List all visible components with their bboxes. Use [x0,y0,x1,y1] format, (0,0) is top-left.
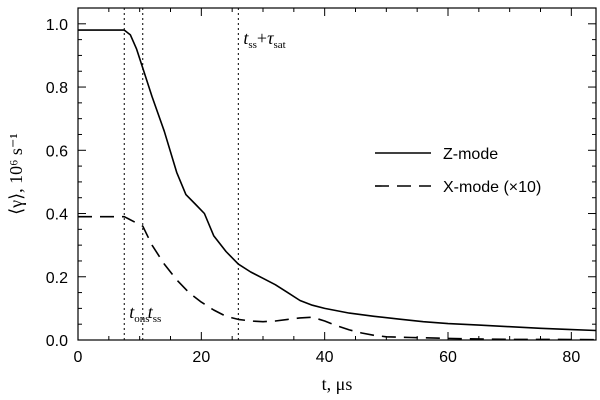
y-axis-label: ⟨γ⟩, 10⁶ s⁻¹ [6,133,26,215]
x-axis-label: t, μs [322,374,353,394]
marker-label: tss [148,302,162,325]
legend: Z-mode X-mode (×10) [375,146,541,196]
marker-label: tss+τsat [243,28,285,51]
x-tick-label: 60 [439,349,457,366]
y-tick-label: 0.2 [46,270,68,287]
x-tick-label: 80 [562,349,580,366]
axes-frame [77,7,597,341]
legend-label: X-mode (×10) [443,179,541,196]
plot-frame [77,7,597,341]
x-tick-label: 20 [192,349,210,366]
y-tick-label: 1.0 [46,17,68,34]
legend-label: Z-mode [443,146,498,163]
y-tick-label: 0.4 [46,207,68,224]
x-tick-label: 40 [316,349,334,366]
series-group [78,29,597,341]
y-tick-label: 0.0 [46,333,68,350]
marker-label: tons [129,302,149,325]
y-tick-label: 0.6 [46,143,68,160]
x-tick-label: 0 [74,349,83,366]
series-line-z-mode [78,29,597,332]
axis-ticks: 0 20 40 60 80 0.0 0.2 0.4 0.6 0.8 1.0 [46,8,596,366]
y-tick-label: 0.8 [46,80,68,97]
series-line-x-mode [78,215,597,341]
